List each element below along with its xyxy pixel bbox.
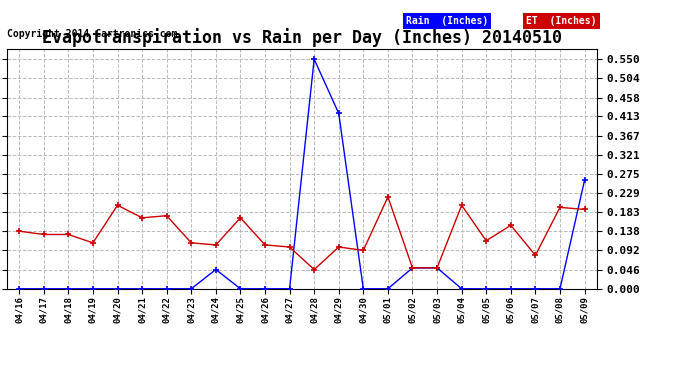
Title: Evapotranspiration vs Rain per Day (Inches) 20140510: Evapotranspiration vs Rain per Day (Inch…	[42, 28, 562, 47]
Text: Rain  (Inches): Rain (Inches)	[406, 16, 489, 26]
Text: Copyright 2014 Cartronics.com: Copyright 2014 Cartronics.com	[7, 29, 177, 39]
Text: ET  (Inches): ET (Inches)	[526, 16, 597, 26]
